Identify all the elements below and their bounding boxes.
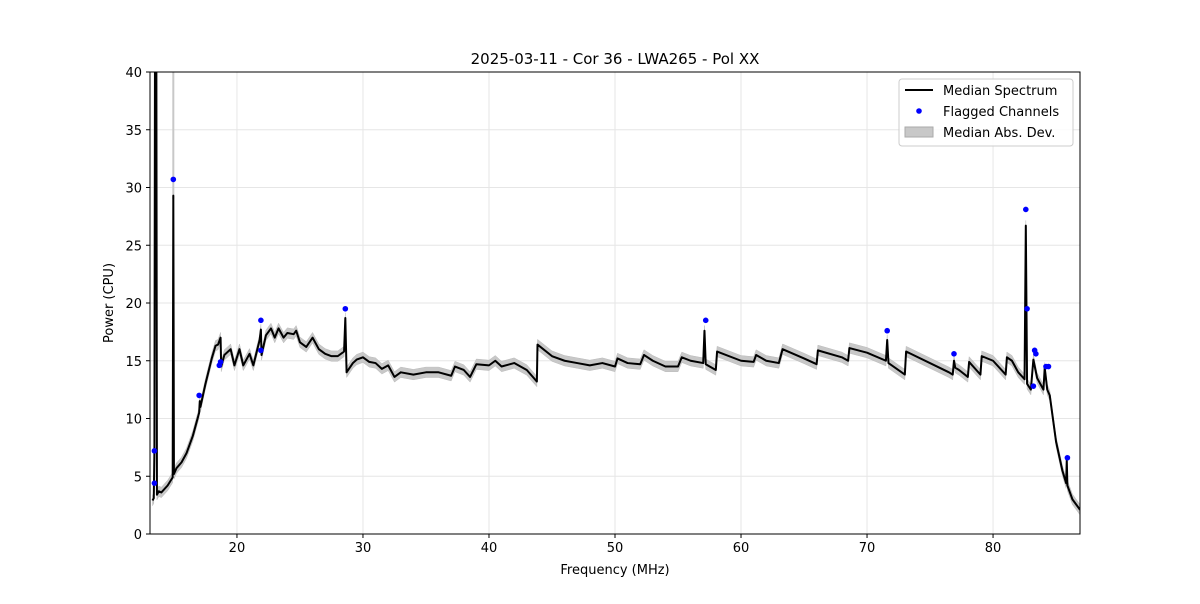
grid: [150, 71, 1080, 535]
x-tick-label: 70: [859, 541, 876, 556]
legend: Median Spectrum Flagged Channels Median …: [898, 78, 1074, 147]
y-tick-label: 0: [134, 528, 142, 543]
flagged-channel-point: [702, 317, 709, 324]
y-tick-label: 5: [134, 470, 142, 485]
y-axis-label: Power (CPU): [102, 263, 117, 343]
legend-flagged-swatch: [916, 108, 922, 114]
x-tick-label: 30: [355, 541, 372, 556]
flagged-channel-point: [170, 176, 177, 183]
x-tick-label: 50: [607, 541, 624, 556]
flagged-channel-point: [951, 351, 957, 357]
y-tick-label: 35: [125, 124, 142, 139]
flagged-channel-point: [1024, 305, 1030, 312]
y-tick-label: 20: [125, 297, 142, 312]
flagged-channel-point: [884, 327, 890, 334]
y-tick-label: 10: [125, 413, 142, 428]
flagged-channel-point: [1023, 206, 1029, 213]
flagged-channel-point: [151, 480, 158, 486]
legend-flagged-label: Flagged Channels: [943, 105, 1059, 120]
x-tick-label: 80: [985, 541, 1002, 556]
x-axis-label: Frequency (MHz): [560, 563, 669, 578]
x-tick-label: 60: [733, 541, 750, 556]
flagged-channel-point: [1033, 351, 1039, 357]
ticks: 20 30 40 50 60 70 80 0 5 10 15 20 25 30 35 40: [125, 66, 1001, 556]
flagged-channel-point: [258, 317, 264, 324]
chart-title: 2025-03-11 - Cor 36 - LWA265 - Pol XX: [471, 50, 760, 68]
flagged-channel-point: [1030, 383, 1037, 389]
y-tick-label: 25: [125, 239, 142, 254]
y-tick-label: 15: [125, 355, 142, 370]
flagged-channel-point: [258, 347, 264, 354]
flagged-channel-point: [217, 359, 224, 365]
flagged-channel-point: [1064, 454, 1071, 461]
legend-median-label: Median Spectrum: [943, 84, 1057, 99]
y-tick-label: 30: [125, 182, 142, 197]
flagged-channel-point: [151, 448, 158, 454]
flagged-channel-point: [1045, 363, 1052, 370]
median-abs-dev-band: [152, 72, 1080, 516]
plot-area: [151, 72, 1080, 516]
legend-mad-swatch: [904, 126, 934, 138]
legend-mad-label: Median Abs. Dev.: [943, 126, 1055, 141]
flagged-channel-point: [196, 392, 202, 399]
x-tick-label: 20: [229, 541, 246, 556]
y-tick-label: 40: [125, 66, 142, 81]
x-tick-label: 40: [481, 541, 498, 556]
flagged-channel-point: [342, 305, 349, 312]
